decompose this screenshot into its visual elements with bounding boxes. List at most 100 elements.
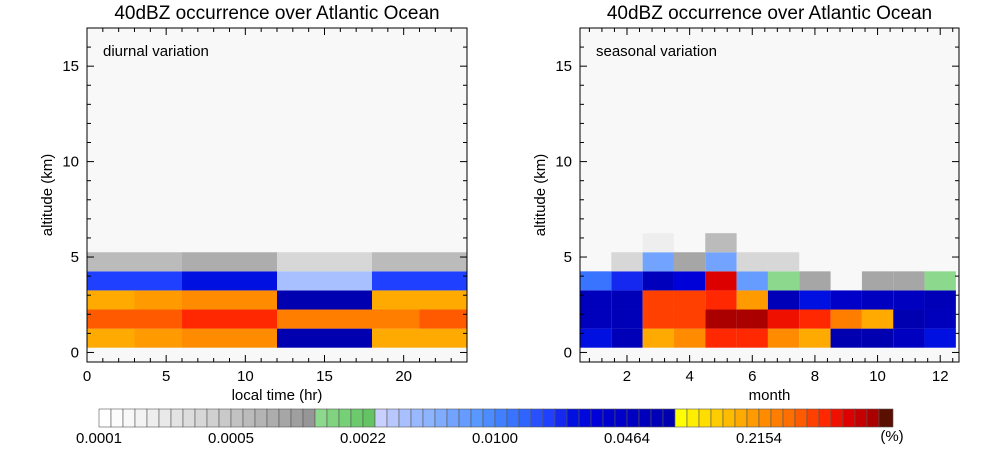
- colorbar-bin: [650, 408, 664, 428]
- colorbar-bin: [566, 408, 580, 428]
- seasonal-cell: [642, 233, 674, 253]
- colorbar-bin: [806, 408, 820, 428]
- diurnal-ytick-label: 5: [71, 249, 79, 266]
- diurnal-cell: [229, 252, 277, 272]
- diurnal-cell: [372, 271, 420, 291]
- colorbar-bin: [302, 408, 316, 428]
- seasonal-cell: [705, 271, 737, 291]
- diurnal-cell: [229, 271, 277, 291]
- colorbar-bin: [698, 408, 712, 428]
- colorbar-bin: [662, 408, 676, 428]
- colorbar-bin: [722, 408, 736, 428]
- seasonal-ylabel: altitude (km): [532, 154, 549, 237]
- diurnal-xlabel: local time (hr): [232, 387, 323, 404]
- seasonal-cell: [767, 271, 800, 291]
- colorbar-bin: [530, 408, 544, 428]
- colorbar: 0.0001 0.0005 0.0022 0.0100 0.0464 0.2154 (%): [76, 408, 904, 447]
- seasonal-cell: [893, 309, 925, 329]
- colorbar-unit: (%): [880, 428, 903, 445]
- diurnal-cell: [134, 271, 182, 291]
- seasonal-cell: [705, 233, 737, 253]
- seasonal-cell: [673, 328, 706, 348]
- colorbar-bin: [170, 408, 184, 428]
- colorbar-bin: [782, 408, 796, 428]
- colorbar-bin: [422, 408, 436, 428]
- colorbar-bin: [314, 408, 328, 428]
- seasonal-cell: [767, 328, 800, 348]
- colorbar-bin: [674, 408, 688, 428]
- seasonal-cell: [893, 290, 925, 310]
- colorbar-bin: [506, 408, 520, 428]
- colorbar-bin: [794, 408, 808, 428]
- diurnal-cell: [229, 290, 277, 310]
- seasonal-cell: [861, 309, 894, 329]
- seasonal-cell: [673, 271, 706, 291]
- seasonal-cell: [642, 271, 674, 291]
- seasonal-cell: [799, 309, 831, 329]
- diurnal-cell: [372, 290, 420, 310]
- seasonal-cell: [580, 290, 612, 310]
- seasonal-cell: [799, 328, 831, 348]
- diurnal-cell: [182, 252, 230, 272]
- seasonal-cell: [705, 290, 737, 310]
- seasonal-cell: [580, 271, 612, 291]
- diurnal-cell: [419, 271, 467, 291]
- colorbar-bin: [590, 408, 604, 428]
- seasonal-cell: [611, 309, 643, 329]
- diurnal-cell: [134, 252, 182, 272]
- seasonal-cell: [830, 290, 862, 310]
- colorbar-bin: [266, 408, 280, 428]
- diurnal-cell: [229, 328, 277, 348]
- diurnal-panel: 0 5 10 15 20 0 5 10 15 40dBZ occurrence over Atla…: [39, 3, 468, 404]
- seasonal-cell: [736, 328, 768, 348]
- seasonal-cell: [924, 328, 956, 348]
- colorbar-bin: [398, 408, 412, 428]
- colorbar-bin: [614, 408, 628, 428]
- diurnal-cell: [372, 309, 420, 329]
- seasonal-cell: [799, 271, 831, 291]
- diurnal-xtick-label: 15: [316, 368, 333, 385]
- seasonal-cell: [611, 252, 643, 272]
- diurnal-cell: [277, 328, 325, 348]
- colorbar-bin: [602, 408, 616, 428]
- colorbar-bin: [554, 408, 568, 428]
- seasonal-title: 40dBZ occurrence over Atlantic Ocean: [607, 3, 932, 24]
- seasonal-cell: [642, 309, 674, 329]
- diurnal-cell: [324, 328, 372, 348]
- diurnal-xtick-label: 20: [395, 368, 412, 385]
- diurnal-cell: [372, 328, 420, 348]
- diurnal-cell: [87, 252, 135, 272]
- seasonal-cell: [799, 290, 831, 310]
- diurnal-cell: [182, 271, 230, 291]
- seasonal-cell: [705, 328, 737, 348]
- seasonal-cell: [642, 328, 674, 348]
- seasonal-cell: [830, 309, 862, 329]
- seasonal-xlabel: month: [749, 387, 791, 404]
- seasonal-xtick-label: 12: [932, 368, 949, 385]
- colorbar-bin: [362, 408, 376, 428]
- seasonal-xtick-label: 2: [623, 368, 631, 385]
- seasonal-cell: [861, 290, 894, 310]
- colorbar-bin: [842, 408, 856, 428]
- colorbar-bin: [518, 408, 532, 428]
- diurnal-cell: [87, 290, 135, 310]
- seasonal-xtick-label: 8: [811, 368, 819, 385]
- seasonal-cell: [642, 290, 674, 310]
- colorbar-bin: [830, 408, 844, 428]
- diurnal-cell: [87, 328, 135, 348]
- seasonal-cell: [705, 252, 737, 272]
- diurnal-cell: [419, 252, 467, 272]
- seasonal-cell: [611, 328, 643, 348]
- diurnal-cell: [324, 271, 372, 291]
- colorbar-bin: [386, 408, 400, 428]
- colorbar-tick-label: 0.0464: [604, 430, 650, 447]
- colorbar-bin: [458, 408, 472, 428]
- seasonal-cell: [767, 252, 800, 272]
- seasonal-cell: [736, 290, 768, 310]
- diurnal-cell: [277, 271, 325, 291]
- seasonal-xtick-label: 4: [685, 368, 693, 385]
- colorbar-tick-label: 0.0005: [208, 430, 254, 447]
- colorbar-bin: [638, 408, 652, 428]
- colorbar-tick-label: 0.2154: [736, 430, 782, 447]
- seasonal-cell: [673, 252, 706, 272]
